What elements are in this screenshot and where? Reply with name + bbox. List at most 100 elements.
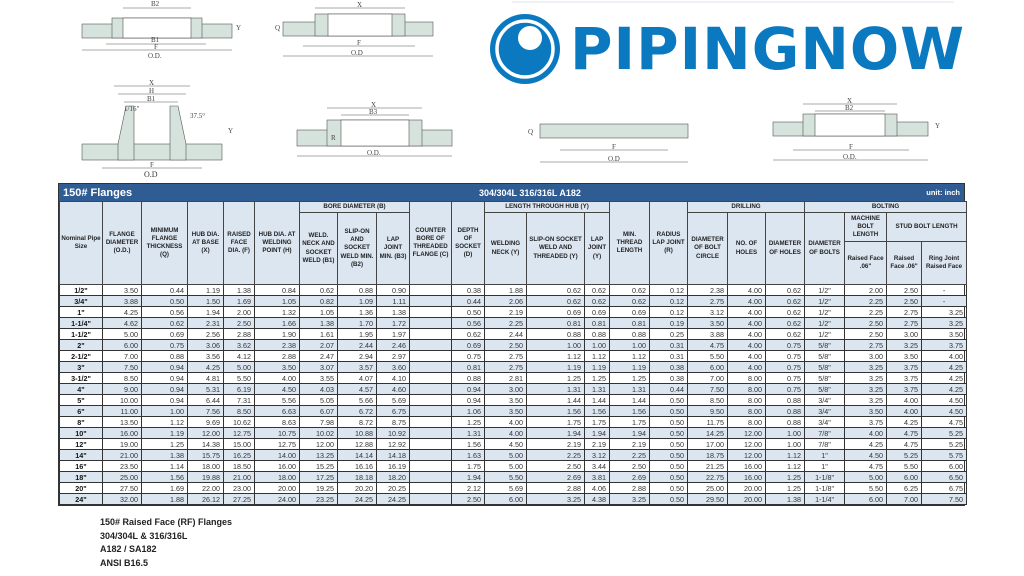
table-cell: 18.18 <box>337 471 377 483</box>
table-cell: 2.50 <box>886 284 923 296</box>
cell-pipe-size: 3" <box>59 361 103 373</box>
table-cell: 0.50 <box>649 482 689 494</box>
table-cell: 5.25 <box>921 438 968 450</box>
table-cell: 2.25 <box>844 306 888 318</box>
table-cell: 1.75 <box>584 416 611 428</box>
col-radius-lap-joint: RADIUS LAP JOINT (R) <box>649 201 689 285</box>
table-cell: 0.50 <box>649 471 689 483</box>
table-cell: 15.75 <box>187 449 224 461</box>
table-cell: 2.75 <box>484 361 528 373</box>
table-title-bar: 150# Flanges 304/304L 316/316L A182 unit… <box>59 184 964 201</box>
label-x: X <box>847 98 852 105</box>
table-cell: 7.56 <box>187 405 224 417</box>
table-cell: 1.94 <box>609 427 651 439</box>
table-cell: 3.81 <box>584 471 611 483</box>
table-cell: 9.50 <box>687 405 729 417</box>
table-cell: 12.00 <box>727 449 767 461</box>
table-cell: 24.25 <box>337 493 377 505</box>
table-cell: 0.62 <box>609 295 651 307</box>
table-cell: 4.03 <box>299 383 338 395</box>
table-cell: 0.50 <box>649 460 689 472</box>
table-cell: 6.00 <box>687 361 729 373</box>
table-cell: 0.88 <box>526 328 586 340</box>
weld-neck-flange-drawing: X H B1 1/16" 37.5° F O.D Y <box>78 78 248 182</box>
group-bore-diameter: BORE DIAMETER (B) <box>298 201 411 213</box>
group-bolting: BOLTING <box>804 201 968 213</box>
table-cell: 5.69 <box>484 482 528 494</box>
table-cell: 4.75 <box>844 460 888 472</box>
table-cell: 3.25 <box>886 339 923 351</box>
table-cell: 23.00 <box>223 482 255 494</box>
table-cell: 5.50 <box>886 460 923 472</box>
col-b1: WELD. NECK AND SOCKET WELD (B1) <box>299 212 338 285</box>
table-cell: 8.00 <box>727 372 767 384</box>
table-cell: 0.62 <box>765 306 806 318</box>
table-cell: 0.69 <box>141 328 188 340</box>
table-cell: 3.25 <box>844 361 888 373</box>
label-x: X <box>149 79 154 87</box>
table-cell: 7.00 <box>687 372 729 384</box>
table-cell: 0.50 <box>649 427 689 439</box>
table-cell: 19.00 <box>102 438 142 450</box>
table-row: 1-1/4" 4.62 0.62 2.31 2.50 1.66 1.38 1.70 1.72 0.… <box>59 317 968 329</box>
table-cell: 1.12 <box>609 350 651 362</box>
table-cell: 1/2" <box>804 317 846 329</box>
table-cell: 5.05 <box>299 394 338 406</box>
table-cell: 18.20 <box>375 471 411 483</box>
table-cell: 10.88 <box>337 427 377 439</box>
table-cell: 3.88 <box>102 295 142 307</box>
table-cell: 2.50 <box>223 317 255 329</box>
cell-pipe-size: 8" <box>59 416 103 428</box>
table-row: 1" 4.25 0.56 1.94 2.00 1.32 1.05 1.36 1.38 0.50 2.… <box>59 306 968 318</box>
table-cell <box>409 405 453 417</box>
cell-pipe-size: 5" <box>59 394 103 406</box>
table-cell: 12.00 <box>187 427 224 439</box>
material-spec: 304/304L 316/316L A182 <box>479 187 581 198</box>
table-cell: 5.69 <box>375 394 411 406</box>
table-cell: 0.84 <box>254 284 300 296</box>
table-row: 10" 16.00 1.19 12.00 12.75 10.75 10.02 10.88 10.… <box>59 427 968 439</box>
label-b3: B3 <box>369 108 378 116</box>
table-cell: 5/8" <box>804 350 846 362</box>
table-cell: 0.88 <box>765 416 806 428</box>
table-cell: 20.00 <box>727 482 767 494</box>
table-cell: 3.50 <box>886 350 923 362</box>
cell-pipe-size: 2" <box>59 339 103 351</box>
table-cell: 1.75 <box>609 416 651 428</box>
table-cell: 5.00 <box>102 328 142 340</box>
table-cell: 1.19 <box>187 284 224 296</box>
table-cell <box>409 328 453 340</box>
table-cell: 1.97 <box>375 328 411 340</box>
table-cell: 10.00 <box>102 394 142 406</box>
table-cell: 4.57 <box>337 383 377 395</box>
table-cell: 6.19 <box>223 383 255 395</box>
table-cell: 22.00 <box>187 482 224 494</box>
table-cell: 1.32 <box>254 306 300 318</box>
table-cell: 6.00 <box>102 339 142 351</box>
table-cell: 4.25 <box>886 416 923 428</box>
table-cell: 10.92 <box>375 427 411 439</box>
table-cell: 4.25 <box>921 372 968 384</box>
table-cell: 0.75 <box>765 361 806 373</box>
table-cell: 5/8" <box>804 361 846 373</box>
table-cell: 4.50 <box>254 383 300 395</box>
table-cell: 27.25 <box>223 493 255 505</box>
table-cell: 1.00 <box>609 339 651 351</box>
table-cell: 5.00 <box>484 449 528 461</box>
table-cell: 3.55 <box>299 372 338 384</box>
table-cell: 0.25 <box>649 328 689 340</box>
table-cell: 1.19 <box>609 361 651 373</box>
table-cell: 24.00 <box>254 493 300 505</box>
table-cell: 12.00 <box>299 438 338 450</box>
table-cell: 0.38 <box>451 284 486 296</box>
col-min-thread-length: MIN. THREAD LENGTH <box>609 201 651 285</box>
table-cell: 3.60 <box>375 361 411 373</box>
table-cell: 5.00 <box>484 460 528 472</box>
table-cell: 3.07 <box>299 361 338 373</box>
table-cell: 8.75 <box>375 416 411 428</box>
table-row: 14" 21.00 1.38 15.75 16.25 14.00 13.25 14.14 14.… <box>59 449 968 461</box>
table-cell: 4.00 <box>886 394 923 406</box>
table-cell: 1.25 <box>584 372 611 384</box>
table-cell: 8.00 <box>727 416 767 428</box>
table-cell: 16.00 <box>727 471 767 483</box>
